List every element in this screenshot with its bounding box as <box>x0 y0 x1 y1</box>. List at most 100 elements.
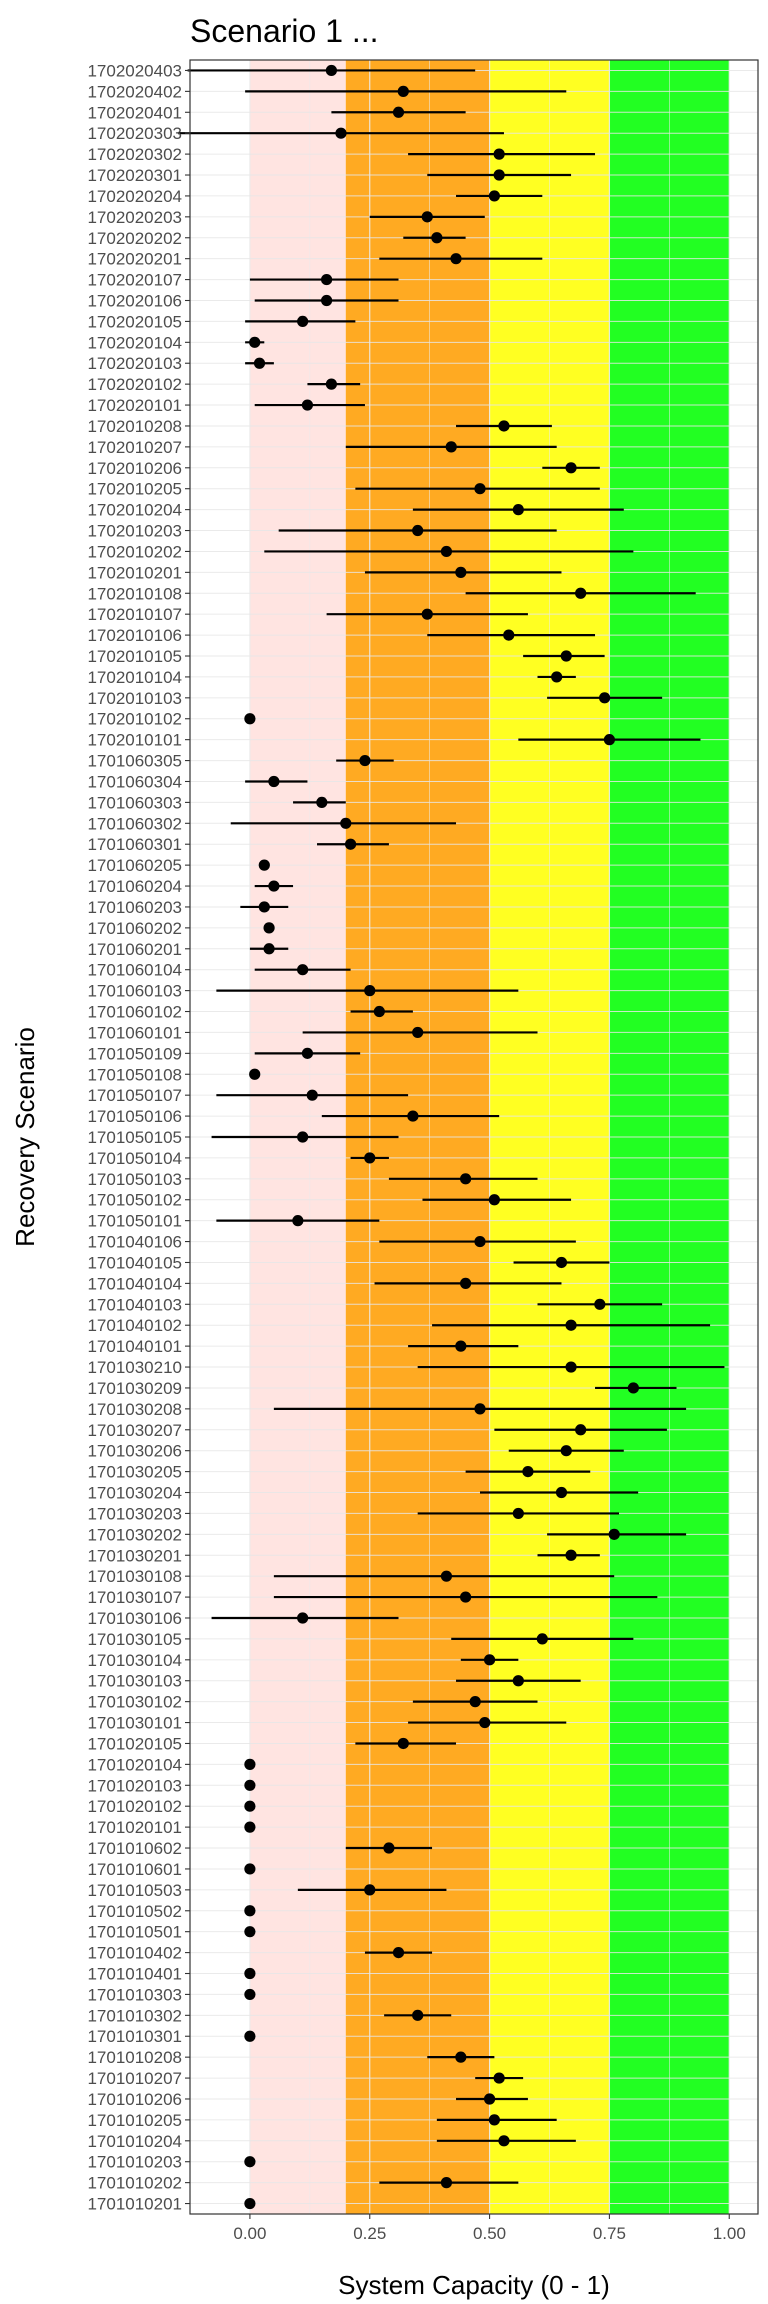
y-tick-label: 1701030203 <box>87 1504 182 1523</box>
point-1701010208 <box>455 2051 467 2063</box>
y-tick-label: 1702010104 <box>87 668 182 687</box>
y-tick-label: 1701030104 <box>87 1651 182 1670</box>
point-1701060304 <box>268 775 280 788</box>
y-tick-label: 1701010501 <box>87 1923 182 1942</box>
y-tick-label: 1702010101 <box>87 731 182 750</box>
x-axis-ticks: 0.00 0.25 0.50 0.75 1.00 <box>233 2214 746 2243</box>
y-tick-label: 1702020107 <box>87 271 182 290</box>
point-1701010203 <box>244 2156 256 2168</box>
point-1701010207 <box>493 2072 505 2084</box>
point-1701050102 <box>488 1194 500 1206</box>
point-1702010201 <box>455 566 467 578</box>
y-tick-label: 1701010401 <box>87 1965 182 1984</box>
point-1702020107 <box>321 273 333 286</box>
y-tick-label: 1702020402 <box>87 82 182 101</box>
y-tick-label: 1701010207 <box>87 2069 182 2088</box>
y-tick-label: 1701010303 <box>87 1985 182 2004</box>
y-tick-label: 1702020204 <box>87 187 182 206</box>
y-tick-label: 1701010601 <box>87 1860 182 1879</box>
y-tick-label: 1702010202 <box>87 542 182 561</box>
y-tick-label: 1701010503 <box>87 1881 182 1900</box>
y-tick-label: 1701010203 <box>87 2153 182 2172</box>
y-tick-label: 1701010204 <box>87 2132 182 2151</box>
point-1701030203 <box>512 1507 524 1520</box>
y-tick-label: 1702010201 <box>87 563 182 582</box>
x-tick-label: 0.25 <box>353 2224 386 2243</box>
y-tick-label: 1701060101 <box>87 1023 182 1042</box>
y-tick-label: 1701010208 <box>87 2048 182 2067</box>
chart-title: Scenario 1 ... <box>190 13 379 49</box>
y-tick-label: 1702020301 <box>87 166 182 185</box>
y-tick-label: 1701010206 <box>87 2090 182 2109</box>
point-1701020101 <box>244 1821 256 1833</box>
point-1702010104 <box>551 671 563 683</box>
point-1701060102 <box>373 1005 385 1018</box>
y-tick-label: 1702020303 <box>87 124 182 143</box>
point-1702010105 <box>560 650 572 662</box>
point-1701060204 <box>268 880 280 892</box>
point-1701030107 <box>460 1591 472 1603</box>
point-1701010303 <box>244 1988 256 2001</box>
point-1701030102 <box>469 1696 481 1708</box>
y-tick-label: 1701030208 <box>87 1400 182 1419</box>
y-tick-label: 1701020105 <box>87 1734 182 1753</box>
y-tick-label: 1701020103 <box>87 1776 182 1795</box>
y-tick-label: 1702020105 <box>87 312 182 331</box>
point-1701030205 <box>522 1466 534 1478</box>
y-tick-label: 1701050109 <box>87 1044 182 1063</box>
point-1702020401 <box>392 106 405 118</box>
y-axis-ticks: 1702020403 1702020402 1702020401 1702020303… <box>87 61 190 2214</box>
y-tick-label: 1701060304 <box>87 772 182 791</box>
point-1701050108 <box>249 1068 261 1080</box>
point-1701010402 <box>392 1946 405 1959</box>
point-1701010206 <box>483 2093 496 2105</box>
y-tick-label: 1702010103 <box>87 689 182 708</box>
point-1701060305 <box>359 754 371 767</box>
point-1702020101 <box>301 399 314 411</box>
x-tick-label: 1.00 <box>713 2224 746 2243</box>
point-1701010502 <box>244 1905 256 1917</box>
point-1701010503 <box>364 1884 376 1896</box>
point-1702020403 <box>325 64 338 77</box>
y-tick-label: 1702010107 <box>87 605 182 624</box>
y-tick-label: 1702020201 <box>87 250 182 269</box>
point-1701030210 <box>565 1361 577 1373</box>
y-tick-label: 1701060201 <box>87 940 182 959</box>
y-tick-label: 1701010301 <box>87 2027 182 2046</box>
y-tick-label: 1701050103 <box>87 1170 182 1189</box>
point-1701030101 <box>479 1716 491 1729</box>
data-marks <box>178 64 725 2210</box>
point-1701010201 <box>244 2197 256 2210</box>
point-1701060203 <box>258 901 270 913</box>
y-tick-label: 1702010205 <box>87 480 182 499</box>
y-tick-label: 1701040101 <box>87 1337 182 1356</box>
point-1701060205 <box>258 859 270 871</box>
point-1701010401 <box>244 1967 256 1980</box>
point-1701020104 <box>244 1758 256 1770</box>
point-1702020402 <box>397 85 409 97</box>
y-tick-label: 1702010105 <box>87 647 182 666</box>
point-1701030105 <box>536 1633 548 1645</box>
y-axis-title: Recovery Scenario <box>10 1027 40 1247</box>
point-1701030103 <box>512 1675 524 1687</box>
point-1701030204 <box>555 1486 568 1499</box>
point-1702020203 <box>421 211 433 223</box>
point-1702020303 <box>335 127 347 139</box>
y-tick-label: 1702020104 <box>87 333 182 352</box>
point-1701060103 <box>364 985 376 997</box>
point-1701020103 <box>244 1779 256 1791</box>
y-tick-label: 1701060305 <box>87 752 182 771</box>
point-1701050104 <box>364 1152 376 1164</box>
y-tick-label: 1701050101 <box>87 1212 182 1231</box>
point-1702010102 <box>244 713 256 725</box>
y-tick-label: 1701060202 <box>87 919 182 938</box>
y-tick-label: 1701010302 <box>87 2006 182 2025</box>
point-1701010302 <box>412 2009 424 2021</box>
point-1701010602 <box>383 1842 395 1854</box>
y-tick-label: 1702010204 <box>87 501 182 520</box>
point-1702020103 <box>253 357 266 369</box>
y-tick-label: 1702010106 <box>87 626 182 645</box>
point-1701010205 <box>488 2114 500 2126</box>
point-1701060202 <box>263 922 275 934</box>
point-1701040101 <box>455 1340 467 1352</box>
